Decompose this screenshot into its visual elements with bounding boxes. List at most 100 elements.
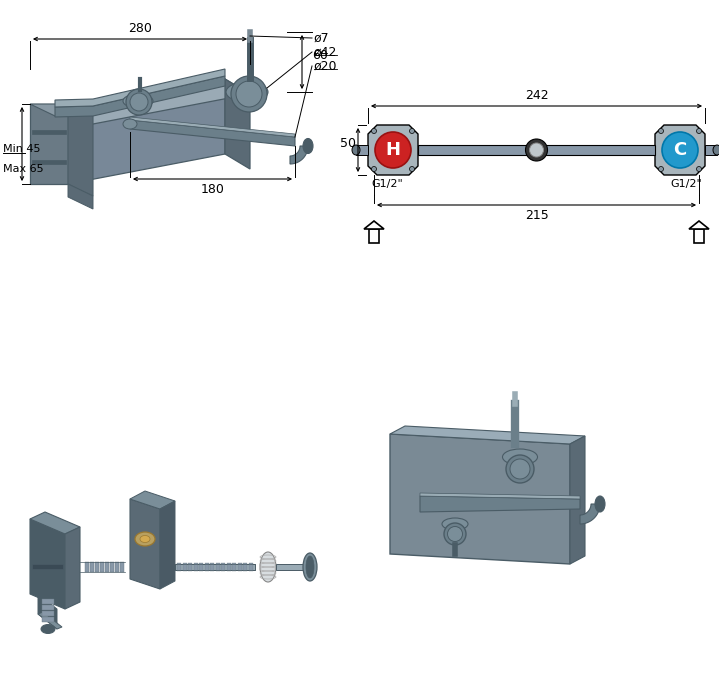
Bar (369, 229, 379, 243)
Circle shape (659, 166, 664, 171)
Ellipse shape (352, 145, 360, 155)
Ellipse shape (226, 82, 268, 102)
Bar (204, 563, 209, 571)
Bar (110, 562, 114, 572)
Ellipse shape (306, 556, 314, 578)
Bar (115, 562, 119, 572)
Polygon shape (30, 519, 65, 609)
Text: Max 65: Max 65 (3, 164, 44, 174)
Bar (42, 605, 54, 610)
Bar (356, 145, 368, 155)
Bar (243, 563, 247, 571)
Polygon shape (364, 221, 384, 229)
Ellipse shape (41, 625, 55, 634)
Circle shape (697, 166, 702, 171)
Ellipse shape (444, 523, 466, 545)
Polygon shape (55, 76, 225, 117)
Polygon shape (55, 69, 225, 107)
Circle shape (372, 129, 377, 133)
Bar (276, 564, 306, 570)
Text: 242: 242 (525, 89, 549, 102)
Text: C: C (674, 141, 687, 159)
Bar (232, 563, 236, 571)
Text: G1/2": G1/2" (371, 179, 403, 189)
Polygon shape (65, 527, 80, 609)
Bar (226, 563, 231, 571)
Circle shape (529, 143, 544, 157)
Polygon shape (580, 504, 600, 524)
Polygon shape (420, 493, 580, 499)
Polygon shape (160, 501, 175, 589)
Circle shape (372, 166, 377, 171)
Polygon shape (30, 104, 93, 116)
Circle shape (526, 139, 547, 161)
Ellipse shape (140, 536, 150, 543)
Polygon shape (655, 125, 705, 175)
Bar (216, 563, 219, 571)
Bar (32, 564, 63, 569)
Polygon shape (130, 120, 295, 146)
Polygon shape (368, 125, 418, 175)
Bar (237, 563, 242, 571)
Bar (42, 611, 54, 616)
Ellipse shape (442, 518, 468, 530)
Bar (32, 130, 66, 134)
Bar (183, 563, 186, 571)
Ellipse shape (123, 119, 137, 129)
Text: 60: 60 (312, 49, 328, 62)
Polygon shape (390, 426, 585, 444)
Bar (199, 563, 203, 571)
Polygon shape (130, 499, 160, 589)
Text: 180: 180 (201, 183, 224, 196)
Bar (175, 564, 255, 570)
Polygon shape (68, 184, 93, 209)
Bar (90, 562, 94, 572)
Bar (193, 563, 198, 571)
Ellipse shape (503, 449, 538, 465)
Bar (210, 563, 214, 571)
Polygon shape (130, 117, 295, 137)
Circle shape (375, 132, 411, 168)
Ellipse shape (303, 553, 317, 581)
Ellipse shape (595, 496, 605, 512)
Text: ø42: ø42 (314, 46, 337, 59)
Text: H: H (385, 141, 400, 159)
Bar (85, 562, 89, 572)
Bar (705, 145, 717, 155)
Bar (120, 562, 124, 572)
Text: 215: 215 (525, 209, 549, 222)
Ellipse shape (130, 93, 148, 111)
Bar (188, 563, 192, 571)
Ellipse shape (510, 459, 530, 479)
Polygon shape (68, 104, 93, 196)
Polygon shape (225, 79, 250, 169)
Ellipse shape (447, 526, 462, 541)
Polygon shape (68, 79, 250, 124)
Text: 280: 280 (128, 22, 152, 35)
Polygon shape (390, 434, 570, 564)
Polygon shape (570, 436, 585, 564)
Polygon shape (68, 79, 225, 184)
Polygon shape (38, 612, 62, 629)
Bar (694, 229, 704, 243)
Bar (95, 562, 99, 572)
Ellipse shape (123, 94, 153, 108)
Bar (42, 617, 54, 622)
Ellipse shape (260, 552, 276, 582)
Text: Min 45: Min 45 (3, 144, 40, 154)
Text: ø7: ø7 (314, 32, 329, 44)
Circle shape (410, 166, 414, 171)
Bar (100, 562, 104, 572)
Polygon shape (130, 491, 175, 509)
Bar (105, 562, 109, 572)
Bar (42, 599, 54, 604)
Ellipse shape (303, 138, 313, 154)
Polygon shape (30, 104, 68, 184)
Circle shape (662, 132, 698, 168)
Ellipse shape (236, 81, 262, 107)
Circle shape (659, 129, 664, 133)
Polygon shape (689, 221, 709, 229)
Text: G1/2": G1/2" (670, 179, 702, 189)
Ellipse shape (713, 145, 719, 155)
Polygon shape (290, 146, 308, 164)
